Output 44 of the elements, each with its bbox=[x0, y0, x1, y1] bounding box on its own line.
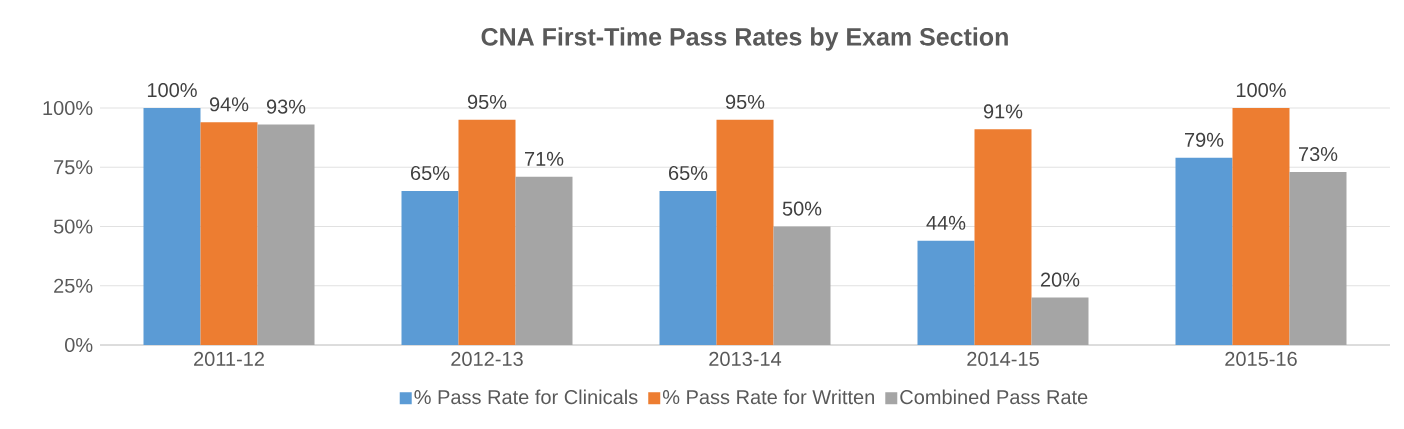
data-label: 79% bbox=[1185, 132, 1224, 147]
chart-title: CNA First-Time Pass Rates by Exam Section bbox=[481, 27, 1008, 51]
data-label: 94% bbox=[209, 97, 249, 112]
data-label: 73% bbox=[1299, 146, 1338, 162]
y-tick-label: 25% bbox=[54, 278, 93, 293]
bar bbox=[143, 108, 201, 345]
bar bbox=[659, 190, 717, 345]
data-label: 71% bbox=[525, 151, 564, 166]
bar bbox=[716, 119, 774, 345]
bar bbox=[1232, 108, 1290, 345]
bar bbox=[1175, 157, 1233, 345]
x-tick-label: 2012-13 bbox=[451, 351, 523, 367]
data-label: 65% bbox=[669, 165, 708, 181]
legend-label: % Pass Rate for Clinicals bbox=[414, 389, 638, 405]
data-label: 65% bbox=[411, 165, 450, 181]
legend-label: % Pass Rate for Written bbox=[662, 389, 874, 405]
x-tick-label: 2013-14 bbox=[709, 351, 782, 367]
y-tick-label: 50% bbox=[53, 219, 93, 234]
data-label: 95% bbox=[725, 94, 765, 109]
bar bbox=[974, 129, 1032, 345]
x-tick-label: 2011-12 bbox=[194, 351, 264, 367]
bar bbox=[458, 119, 516, 345]
bar bbox=[1031, 297, 1089, 345]
bar bbox=[401, 190, 459, 345]
data-label: 44% bbox=[926, 215, 966, 230]
data-label: 95% bbox=[467, 94, 507, 109]
bar bbox=[1289, 171, 1347, 345]
data-label: 91% bbox=[983, 104, 1023, 119]
data-label: 93% bbox=[266, 99, 306, 114]
bar bbox=[917, 240, 975, 345]
data-label: 20% bbox=[1040, 272, 1080, 287]
bar bbox=[200, 122, 258, 345]
x-tick-label: 2015-16 bbox=[1225, 351, 1297, 367]
data-label: 100% bbox=[1236, 82, 1286, 98]
bar bbox=[773, 226, 831, 345]
bar bbox=[257, 124, 315, 345]
data-label: 100% bbox=[147, 82, 197, 98]
y-tick-label: 100% bbox=[43, 100, 93, 116]
data-label: 50% bbox=[782, 201, 822, 216]
bar bbox=[515, 176, 573, 345]
y-tick-label: 75% bbox=[54, 160, 93, 175]
y-tick-label: 0% bbox=[65, 337, 93, 353]
legend-label: Combined Pass Rate bbox=[900, 389, 1088, 405]
x-tick-label: 2014-15 bbox=[967, 351, 1039, 367]
